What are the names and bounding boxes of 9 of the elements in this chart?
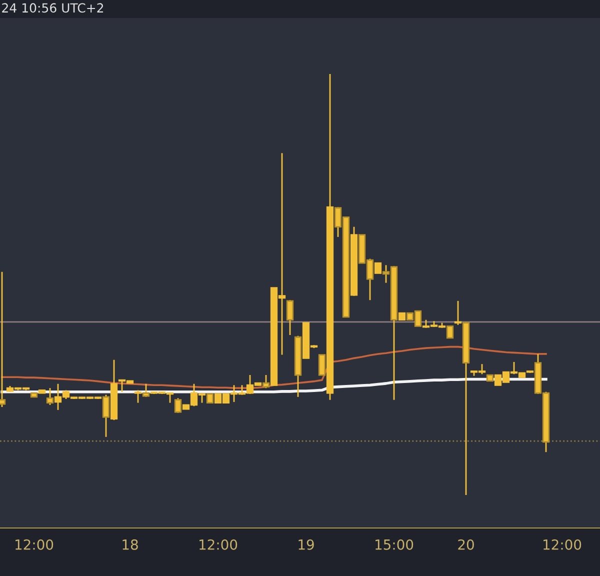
x-tick-label: 15:00	[376, 539, 414, 550]
x-tick-label: 12:00	[200, 539, 238, 550]
x-tick-label: 18	[122, 539, 138, 550]
x-tick-label: 20	[458, 539, 474, 550]
x-tick-label: 12:00	[544, 539, 582, 550]
chart-title: 24 10:56 UTC+2	[2, 3, 104, 13]
x-tick-label: 12:00	[16, 539, 54, 550]
x-tick-label: 19	[298, 539, 314, 550]
candlestick	[286, 299, 294, 336]
